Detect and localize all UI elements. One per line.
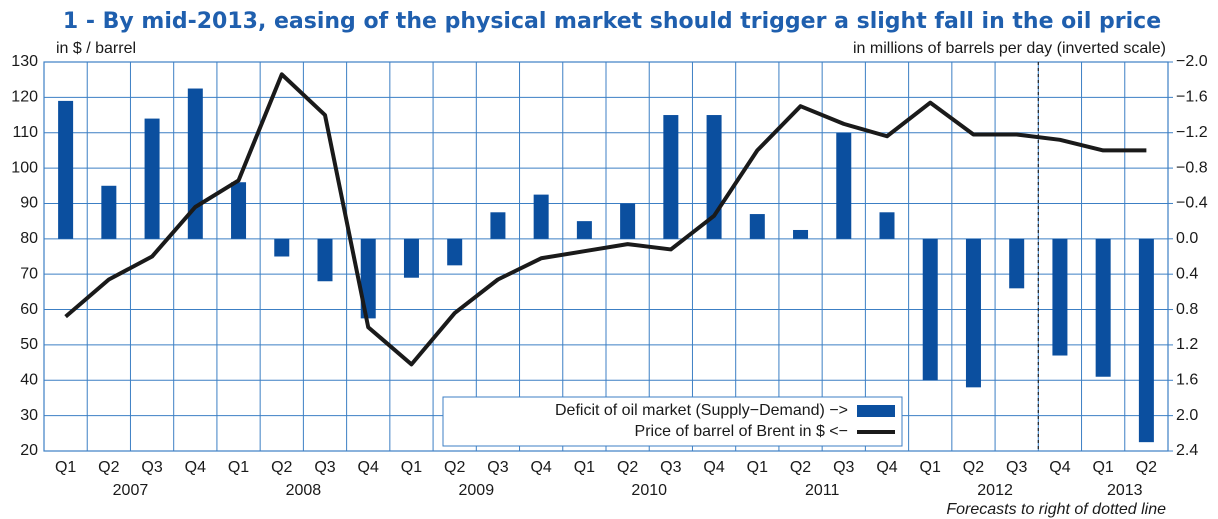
bar [144,118,160,239]
y-tick-label: 130 [11,53,38,70]
x-tick-label: Q1 [747,459,768,476]
bar [749,214,765,239]
y2-tick-label: −1.6 [1176,89,1208,106]
x-tick-label: Q2 [1136,459,1157,476]
y-tick-label: 20 [20,442,38,459]
x-tick-label: Q4 [530,459,551,476]
x-tick-label: Q3 [660,459,681,476]
y2-tick-label: −1.2 [1176,124,1208,141]
y2-tick-label: 2.4 [1176,442,1198,459]
legend-label: Deficit of oil market (Supply−Demand) −> [555,402,848,419]
x-tick-label: Q4 [1049,459,1070,476]
y2-tick-label: −0.4 [1176,195,1208,212]
bar [1009,238,1025,289]
bar [620,203,636,239]
y-tick-label: 90 [20,195,38,212]
bar [274,238,290,257]
x-tick-label: Q1 [920,459,941,476]
bar [360,238,376,319]
x-tick-label: Q2 [444,459,465,476]
x-group-label: 2007 [113,482,149,499]
bar [836,132,852,239]
bar [231,182,247,239]
y-tick-label: 40 [20,371,38,388]
x-tick-label: Q2 [963,459,984,476]
x-tick-label: Q3 [833,459,854,476]
x-tick-label: Q3 [1006,459,1027,476]
x-group-label: 2011 [805,482,840,499]
x-group-label: 2008 [286,482,322,499]
plot-frame [43,61,1169,452]
bar [663,115,679,239]
y-tick-label: 60 [20,301,38,318]
bar [576,221,592,239]
bar [490,212,506,239]
bar [879,212,895,239]
price-line [64,72,1147,367]
x-group-label: 2013 [1107,482,1143,499]
x-tick-label: Q4 [185,459,206,476]
y-tick-label: 120 [11,89,38,106]
x-tick-label: Q1 [228,459,249,476]
bar [187,88,203,239]
y-tick-label: 100 [11,159,38,176]
x-tick-label: Q3 [314,459,335,476]
bar [965,238,981,388]
x-tick-label: Q3 [141,459,162,476]
y-tick-label: 30 [20,407,38,424]
bar [58,100,74,239]
x-tick-label: Q3 [487,459,508,476]
x-tick-label: Q1 [1092,459,1113,476]
y-tick-label: 110 [12,124,38,141]
chart-title: 1 - By mid-2013, easing of the physical … [63,9,1161,34]
x-tick-label: Q2 [617,459,638,476]
x-tick-label: Q4 [703,459,724,476]
y2-tick-label: 1.2 [1176,336,1198,353]
y-tick-label: 50 [20,336,38,353]
y2-tick-label: −2.0 [1176,53,1208,70]
y2-tick-label: 0.0 [1176,230,1198,247]
x-group-label: 2012 [977,482,1013,499]
x-tick-label: Q1 [401,459,422,476]
x-tick-label: Q1 [574,459,595,476]
bar [447,238,463,266]
bar [793,229,809,239]
y2-tick-label: 0.8 [1176,301,1198,318]
x-tick-label: Q4 [876,459,897,476]
y2-tick-label: 2.0 [1176,407,1198,424]
x-tick-label: Q2 [271,459,292,476]
x-group-label: 2010 [631,482,667,499]
bar [1095,238,1111,377]
forecast-note: Forecasts to right of dotted line [946,501,1166,518]
legend-swatch [857,405,895,417]
bar [101,185,117,239]
bar [1138,238,1154,443]
x-tick-label: Q2 [98,459,119,476]
y2-tick-label: 0.4 [1176,265,1198,282]
y2-tick-label: 1.6 [1176,371,1198,388]
x-tick-label: Q1 [55,459,76,476]
legend-label: Price of barrel of Brent in $ <− [635,423,848,440]
y2-tick-label: −0.8 [1176,159,1208,176]
y2-axis-label: in millions of barrels per day (inverted… [853,40,1166,57]
bar [1052,238,1068,356]
y-tick-label: 80 [20,230,38,247]
x-tick-label: Q2 [790,459,811,476]
y-tick-label: 70 [20,265,38,282]
bar [317,238,333,282]
x-tick-label: Q4 [358,459,379,476]
x-group-label: 2009 [459,482,495,499]
bar [533,194,549,239]
bar [403,238,419,278]
bar [922,238,938,381]
legend-box [442,396,903,447]
y-axis-label: in $ / barrel [56,40,136,57]
